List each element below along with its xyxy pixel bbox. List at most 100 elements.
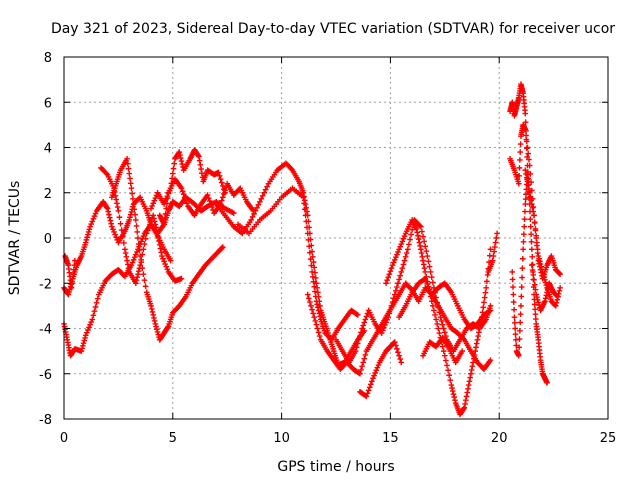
data-point [89, 218, 96, 225]
data-point [304, 230, 311, 237]
data-point [361, 319, 368, 326]
data-point [308, 262, 315, 269]
data-point [535, 253, 542, 259]
data-point [527, 216, 534, 222]
data-point [122, 250, 129, 256]
data-point [436, 330, 443, 336]
data-point [440, 348, 447, 354]
data-point [384, 317, 390, 323]
data-point [152, 221, 159, 228]
data-point [154, 329, 161, 335]
data-point [88, 221, 94, 227]
data-point [152, 195, 159, 201]
data-point [389, 262, 396, 268]
data-point [125, 261, 131, 268]
data-point [426, 263, 433, 270]
data-point [181, 194, 188, 201]
data-point [199, 170, 205, 176]
data-point [529, 205, 536, 211]
data-point [179, 161, 186, 167]
data-point [513, 342, 520, 349]
data-point [554, 293, 561, 299]
data-point [555, 294, 561, 300]
data-point [357, 370, 363, 377]
data-point [544, 289, 550, 296]
data-point [109, 223, 115, 230]
data-point [509, 276, 516, 283]
data-point [252, 208, 259, 214]
y-tick-label: -4 [39, 323, 52, 338]
data-point [378, 330, 385, 336]
data-point [83, 237, 90, 243]
data-point [487, 357, 494, 363]
data-point [365, 387, 372, 394]
data-point [391, 339, 398, 345]
data-point [177, 152, 183, 158]
data-point [509, 269, 516, 275]
data-point [301, 200, 307, 207]
data-point [484, 278, 490, 285]
data-point [434, 299, 440, 306]
data-point [511, 320, 518, 326]
data-point [178, 185, 185, 192]
data-point [131, 206, 138, 213]
data-point [534, 294, 540, 301]
data-point [535, 299, 542, 306]
data-point [552, 303, 559, 309]
data-point [221, 191, 227, 197]
data-point [135, 271, 141, 277]
data-point [484, 272, 491, 278]
data-point [171, 160, 178, 167]
data-point [149, 309, 156, 315]
data-point [86, 226, 93, 233]
data-point [169, 175, 175, 182]
data-point [160, 255, 166, 262]
data-point [526, 162, 533, 169]
data-point [542, 295, 549, 302]
data-point [125, 165, 132, 172]
data-point [356, 337, 362, 343]
y-axis-label: SDTVAR / TECUs [7, 181, 23, 296]
data-point [209, 204, 215, 210]
data-point [511, 314, 518, 320]
data-point [421, 265, 428, 271]
data-point [112, 231, 118, 238]
data-point [390, 295, 397, 302]
y-tick-label: -6 [39, 368, 52, 383]
data-point [522, 208, 528, 215]
data-point [525, 182, 532, 189]
data-point [481, 294, 488, 301]
data-point [80, 340, 87, 347]
data-point [262, 186, 269, 193]
data-point [370, 375, 376, 382]
data-point [107, 217, 114, 224]
data-point [533, 291, 539, 298]
data-point [134, 274, 141, 281]
data-point [397, 272, 403, 279]
data-point [449, 388, 456, 394]
data-point [480, 304, 487, 311]
data-point [476, 329, 482, 336]
data-point [126, 217, 133, 223]
data-point [447, 377, 454, 383]
y-tick-label: 0 [44, 232, 52, 247]
data-point [130, 257, 137, 263]
data-point [151, 215, 157, 222]
data-point [164, 266, 171, 273]
data-point [386, 310, 393, 317]
y-tick-label: -2 [39, 277, 52, 292]
data-point [146, 224, 152, 231]
data-point [463, 397, 469, 403]
data-point [307, 299, 313, 305]
data-point [445, 367, 451, 374]
data-point [523, 145, 530, 152]
data-point [91, 213, 98, 219]
data-point [103, 204, 110, 211]
data-point [122, 246, 128, 253]
data-point [539, 269, 546, 275]
data-point [353, 344, 360, 351]
data-point [180, 191, 187, 198]
data-point [118, 227, 125, 233]
data-point [216, 172, 223, 179]
data-point [517, 311, 524, 317]
